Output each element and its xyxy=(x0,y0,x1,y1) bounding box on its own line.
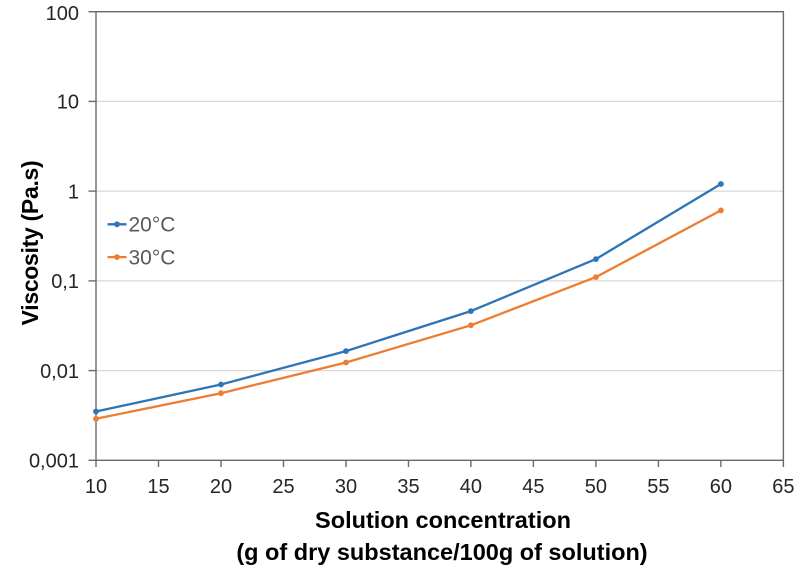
svg-text:50: 50 xyxy=(585,476,607,498)
svg-text:25: 25 xyxy=(272,476,294,498)
svg-text:45: 45 xyxy=(522,476,544,498)
svg-text:0,01: 0,01 xyxy=(40,361,79,383)
svg-text:0,1: 0,1 xyxy=(51,271,79,293)
svg-text:Solution concentration: Solution concentration xyxy=(315,507,571,533)
svg-text:30°C: 30°C xyxy=(129,246,176,269)
svg-text:(g of dry substance/100g of so: (g of dry substance/100g of solution) xyxy=(236,539,647,565)
svg-text:100: 100 xyxy=(46,3,79,25)
svg-text:30: 30 xyxy=(335,476,357,498)
svg-text:55: 55 xyxy=(647,476,669,498)
svg-text:10: 10 xyxy=(85,476,107,498)
svg-text:40: 40 xyxy=(460,476,482,498)
svg-text:60: 60 xyxy=(710,476,732,498)
svg-text:10: 10 xyxy=(57,92,79,114)
svg-text:20°C: 20°C xyxy=(129,214,176,237)
svg-text:65: 65 xyxy=(772,476,794,498)
svg-text:0,001: 0,001 xyxy=(29,451,79,473)
svg-text:Viscosity (Pa.s): Viscosity (Pa.s) xyxy=(17,161,43,326)
svg-text:20: 20 xyxy=(210,476,232,498)
svg-text:15: 15 xyxy=(147,476,169,498)
svg-text:35: 35 xyxy=(397,476,419,498)
svg-text:1: 1 xyxy=(68,181,79,203)
